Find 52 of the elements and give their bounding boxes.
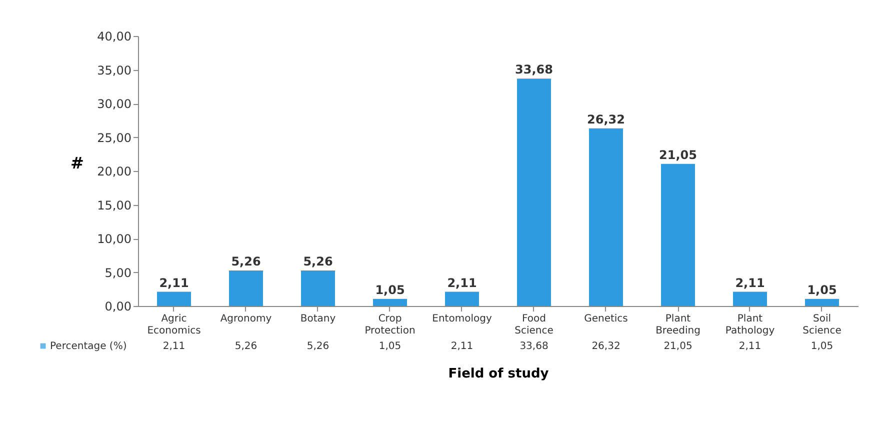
text: 5,26 bbox=[303, 254, 333, 268]
x-axis-title: Field of study bbox=[448, 366, 550, 382]
data-label: 33,68 bbox=[520, 341, 548, 352]
data-label: 1,05 bbox=[378, 341, 402, 352]
data-label: 1,05 bbox=[810, 341, 834, 352]
data-label: 26,32 bbox=[592, 341, 620, 352]
y-tick-label: 20,00 bbox=[97, 164, 132, 178]
x-tick-label: Botany bbox=[300, 314, 336, 324]
x-tick-label: Crop Protection bbox=[364, 314, 416, 336]
x-tick-label: Genetics bbox=[584, 314, 628, 324]
text: 1,05 bbox=[807, 282, 837, 297]
x-tick-label: Food Science bbox=[514, 314, 554, 336]
bar bbox=[157, 292, 191, 306]
y-tick-label: 35,00 bbox=[97, 63, 132, 78]
data-label: 2,11 bbox=[738, 341, 762, 352]
bar bbox=[301, 270, 335, 306]
text: 2,11 bbox=[735, 276, 765, 290]
y-tick-label: 0,00 bbox=[104, 300, 132, 314]
y-tick-label: 10,00 bbox=[97, 232, 132, 246]
data-label: 2,11 bbox=[162, 341, 186, 352]
text: 5,26 bbox=[231, 254, 261, 268]
x-tick-label: Soil Science bbox=[802, 314, 842, 336]
x-tick-label: Entomology bbox=[432, 314, 492, 324]
x-tick-label: Agronomy bbox=[220, 314, 272, 324]
data-label: 5,26 bbox=[306, 341, 330, 352]
y-axis-title: # bbox=[70, 154, 84, 172]
bar bbox=[661, 164, 695, 306]
data-label: 2,11 bbox=[450, 341, 474, 352]
bar bbox=[517, 78, 551, 306]
text: 2,11 bbox=[159, 276, 189, 290]
y-tick-label: 25,00 bbox=[97, 130, 132, 145]
y-tick-label: 30,00 bbox=[97, 97, 132, 111]
legend-label: Percentage (%) bbox=[50, 341, 127, 352]
text: 33,68 bbox=[515, 62, 553, 77]
text: 2,11 bbox=[447, 276, 477, 290]
bar bbox=[373, 298, 407, 306]
x-tick-label: Plant Pathology bbox=[725, 314, 775, 336]
data-label: 21,05 bbox=[664, 341, 692, 352]
bar bbox=[445, 292, 479, 306]
bar bbox=[733, 292, 767, 306]
text: 1,05 bbox=[375, 282, 405, 297]
data-label: 5,26 bbox=[234, 341, 258, 352]
text: 26,32 bbox=[587, 112, 625, 126]
bar bbox=[589, 128, 623, 306]
bar bbox=[229, 270, 263, 306]
x-tick-label: Agric Economics bbox=[147, 314, 201, 336]
text: 21,05 bbox=[659, 148, 697, 162]
y-tick-label: 40,00 bbox=[97, 30, 132, 44]
x-tick-label: Plant Breeding bbox=[656, 314, 700, 336]
y-tick-label: 15,00 bbox=[97, 198, 132, 212]
bar bbox=[805, 298, 839, 306]
y-tick-label: 5,00 bbox=[104, 266, 132, 280]
